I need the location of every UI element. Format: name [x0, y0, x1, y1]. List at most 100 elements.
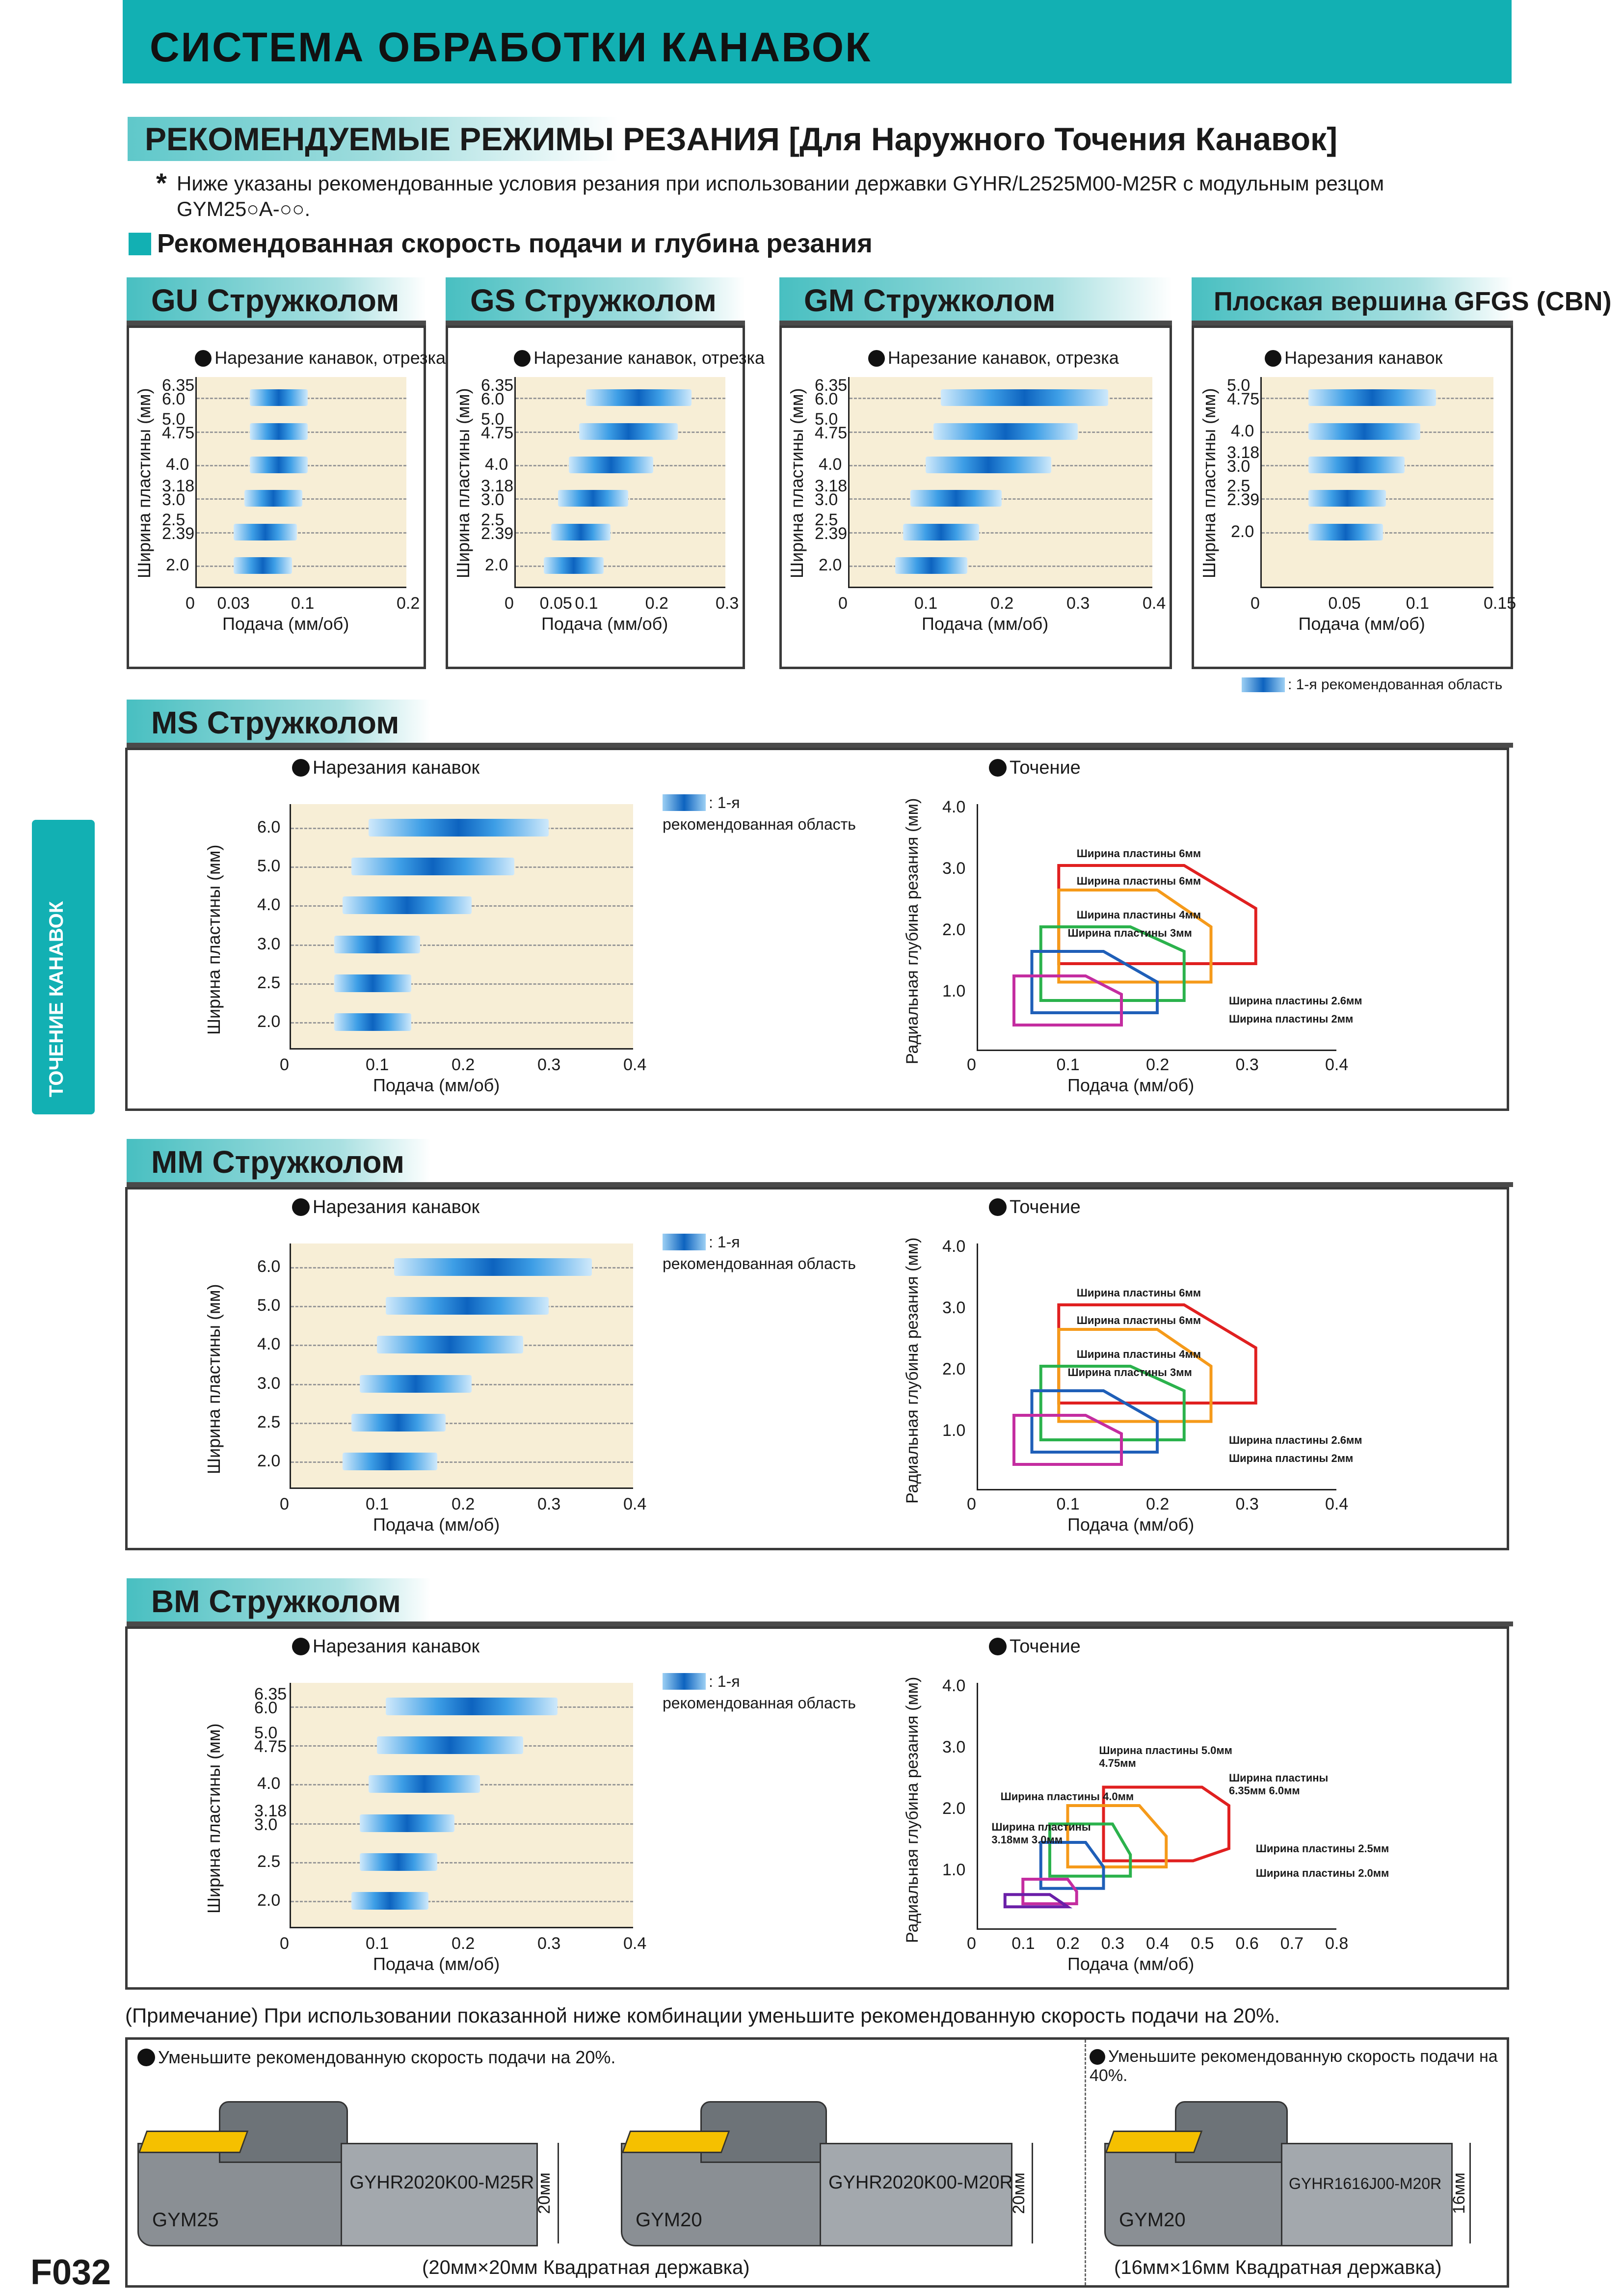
- legend-swatch: [663, 1673, 706, 1690]
- region-label: Ширина пластины 6мм: [1076, 874, 1201, 887]
- range-bar: [360, 1375, 472, 1393]
- y-tick-label: 3.18: [815, 477, 848, 496]
- insert-label: GYM25: [152, 2209, 219, 2231]
- header-underline: [127, 321, 426, 325]
- header-underline: [446, 321, 745, 325]
- turning-region-1: [1057, 889, 1213, 984]
- x-tick-label: 0.3: [1235, 1055, 1259, 1074]
- turning-title-text: Точение: [1010, 1197, 1081, 1217]
- y-axis-label: Ширина пластины (мм): [204, 1723, 224, 1914]
- y-tick-label: 5.0: [815, 409, 838, 429]
- y-tick-label: 2.0: [819, 555, 842, 574]
- top-legend: : 1-я рекомендованная область: [1242, 676, 1502, 693]
- x-tick-label: 0.8: [1325, 1934, 1349, 1953]
- x-tick-label: 0.1: [366, 1055, 389, 1074]
- y-tick-label: 3.18: [254, 1801, 287, 1820]
- turning-region-2: [1039, 1365, 1186, 1441]
- x-axis-label: Подача (мм/об): [373, 1075, 500, 1095]
- bottom-note: (Примечание) При использовании показанно…: [125, 2004, 1280, 2027]
- y-axis-label: Радиальная глубина резания (мм): [903, 798, 922, 1064]
- turning-region-3: [1030, 950, 1159, 1014]
- range-bar: [895, 557, 968, 574]
- grooving-plot: [290, 1243, 633, 1489]
- section-header-label: BM Стружколом: [151, 1584, 401, 1619]
- x-tick-label: 0.1: [366, 1495, 389, 1513]
- x-tick-label: 0: [280, 1055, 289, 1074]
- range-bar: [377, 1736, 523, 1754]
- region-label: Ширина пластины 6.35мм 6.0мм: [1229, 1772, 1329, 1797]
- bullet-icon: [1090, 2049, 1105, 2065]
- region-label: Ширина пластины 3.18мм 3.0мм: [991, 1821, 1091, 1846]
- turning-regions: [1012, 864, 1257, 1026]
- turning-plot: Ширина пластины 6мм Ширина пластины 6мм Ши…: [977, 804, 1362, 1051]
- y-tick-label: 6.0: [162, 390, 186, 409]
- chart-subtitle: Нарезания канавок: [1265, 348, 1442, 368]
- x-tick-label: 0.2: [990, 594, 1014, 613]
- legend-text-a: : 1-я: [709, 1673, 740, 1690]
- legend-swatch: [663, 794, 706, 811]
- note-star: *: [156, 167, 167, 198]
- note-line-1: Ниже указаны рекомендованные условия рез…: [177, 172, 1384, 195]
- insert-icon: [138, 2131, 249, 2153]
- section-header-label: MS Стружколом: [151, 705, 399, 740]
- chart-subtitle-text: Нарезание канавок, отрезка: [214, 348, 446, 368]
- grooving-title: Нарезания канавок: [292, 1197, 479, 1218]
- grid-line: [291, 1901, 633, 1903]
- x-tick-label: 0.4: [623, 1055, 647, 1074]
- turning-region-0: [1102, 1785, 1230, 1863]
- left-caption-text: Уменьшите рекомендованную скорость подач…: [158, 2047, 616, 2067]
- y-tick-label: 5.0: [257, 856, 281, 875]
- grid-line: [291, 944, 633, 946]
- y-tick-label: 2.0: [257, 1012, 281, 1031]
- bullet-icon: [989, 1638, 1007, 1655]
- bullet-icon: [292, 759, 310, 777]
- dimension-line: [557, 2143, 559, 2243]
- y-tick-label: 2.0: [1231, 522, 1254, 541]
- turning-region-4: [1021, 1878, 1078, 1905]
- range-bar: [1308, 423, 1420, 440]
- range-bar: [1308, 523, 1383, 540]
- grid-line: [516, 565, 725, 567]
- x-tick-label: 0.4: [1146, 1934, 1170, 1953]
- y-tick-label: 4.0: [257, 1774, 281, 1793]
- grid-line: [850, 532, 1152, 534]
- x-tick-label: 0.1: [1056, 1055, 1080, 1074]
- holder-combinations-box: Уменьшите рекомендованную скорость подач…: [125, 2037, 1509, 2288]
- y-tick-label: 4.0: [942, 798, 966, 816]
- y-tick-label: 6.0: [257, 817, 281, 837]
- range-bar: [360, 1853, 437, 1871]
- plot-area: [514, 377, 725, 588]
- x-tick-label: 0.3: [1235, 1495, 1259, 1513]
- x-tick-label: 0: [186, 594, 195, 613]
- x-tick-label: 0.3: [1101, 1934, 1125, 1953]
- legend-text-b: рекомендованная область: [663, 1255, 856, 1272]
- y-tick-label: 5.0: [254, 1723, 278, 1742]
- y-tick-label: 4.75: [254, 1737, 287, 1756]
- region-label: Ширина пластины 2мм: [1229, 1013, 1354, 1025]
- range-bar: [351, 1414, 446, 1432]
- turning-title-text: Точение: [1010, 757, 1081, 778]
- x-tick-label: 0: [967, 1934, 976, 1953]
- x-tick-label: 0.1: [291, 594, 315, 613]
- range-bar: [941, 389, 1108, 406]
- x-tick-label: 0: [280, 1495, 289, 1513]
- range-bar: [568, 456, 653, 473]
- grid-line: [291, 1862, 633, 1864]
- y-tick-label: 3.0: [942, 1298, 966, 1317]
- section-underline: [127, 1182, 1513, 1187]
- y-tick-label: 1.0: [942, 1861, 966, 1879]
- chart-box-3: Нарезания канавок 5.0 4.75 4.0 3.18 3.0 2.5 2.3…: [1192, 325, 1516, 669]
- x-tick-label: 0: [967, 1055, 976, 1074]
- y-tick-label: 6.0: [481, 390, 505, 409]
- turning-region-4: [1012, 974, 1123, 1026]
- side-tab: ТОЧЕНИЕ КАНАВОК: [32, 820, 95, 1114]
- chart-header-3: Плоская вершина GFGS (CBN): [1192, 277, 1612, 321]
- legend-swatch: [1242, 677, 1285, 692]
- chart-subtitle: Нарезание канавок, отрезка: [514, 348, 765, 368]
- chart-header-label: GU Стружколом: [151, 283, 399, 318]
- region-label: Ширина пластины 4мм: [1076, 908, 1201, 921]
- y-tick-label: 4.75: [162, 423, 195, 442]
- x-axis-label: Подача (мм/об): [373, 1514, 500, 1535]
- size-label: 20мм: [534, 2172, 554, 2214]
- y-tick-label: 4.0: [942, 1676, 966, 1695]
